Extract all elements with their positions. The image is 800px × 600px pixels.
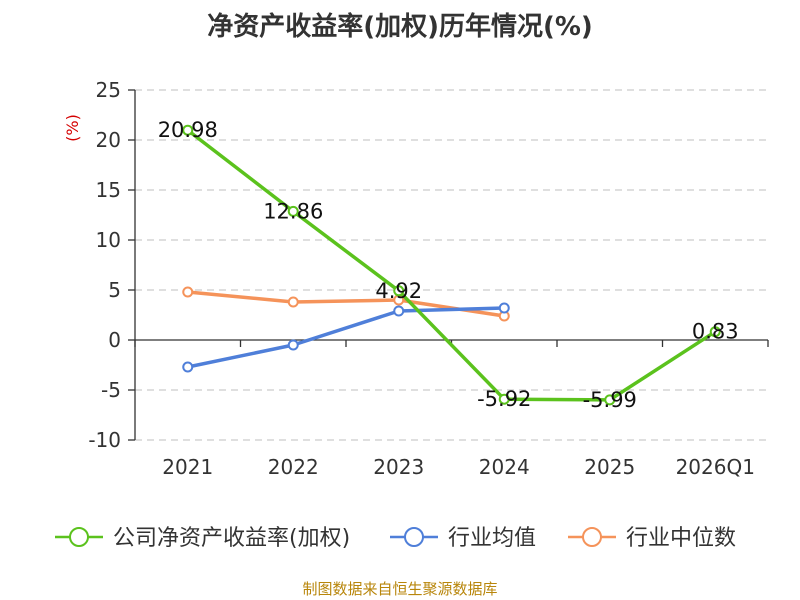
- axes: 25 20 15 10 5 0 -5 -10 2021 2022 2023 2024 2025 2026Q…: [88, 78, 769, 479]
- legend-swatch-circle: [404, 527, 424, 547]
- data-point: [287, 205, 299, 217]
- data-point: [182, 286, 194, 298]
- source-caption: 制图数据来自恒生聚源数据库: [302, 580, 497, 598]
- data-point: [393, 285, 405, 297]
- data-point: [393, 305, 405, 317]
- data-point: [498, 302, 510, 314]
- data-point: [182, 124, 194, 136]
- legend-swatch-circle: [582, 527, 602, 547]
- x-tick-label: 2022: [268, 455, 319, 479]
- data-point: [287, 296, 299, 308]
- data-label: 4.92: [375, 279, 422, 303]
- data-point: [182, 361, 194, 373]
- x-tick-label: 2024: [479, 455, 530, 479]
- gridlines: [135, 89, 768, 441]
- series-line: [187, 306, 505, 369]
- data-point: [287, 339, 299, 351]
- y-tick-label: 5: [108, 278, 121, 302]
- x-tick-label: 2023: [373, 455, 424, 479]
- y-tick-label: 0: [108, 328, 121, 352]
- legend-label: 行业均值: [448, 526, 536, 551]
- y-tick-label: 20: [96, 128, 121, 152]
- data-label: 20.98: [158, 118, 218, 142]
- data-point: [604, 394, 616, 406]
- legend: 公司净资产收益率(加权) 行业均值 行业中位数: [55, 526, 736, 551]
- series-lines: [182, 124, 721, 406]
- chart-title: 净资产收益率(加权)历年情况(%): [207, 11, 593, 42]
- data-label: 0.83: [692, 320, 739, 344]
- data-label: -5.99: [583, 388, 637, 412]
- x-tick-label: 2026Q1: [676, 455, 755, 479]
- y-tick-label: 15: [96, 178, 121, 202]
- y-axis-unit: (%): [63, 114, 82, 142]
- data-label: 12.86: [263, 199, 323, 223]
- y-tick-label: -5: [101, 378, 121, 402]
- y-tick-label: -10: [88, 428, 121, 452]
- data-labels: 20.98 12.86 4.92 -5.92 -5.99 0.83: [158, 118, 739, 412]
- legend-swatch-circle: [69, 527, 89, 547]
- x-tick-label: 2025: [584, 455, 635, 479]
- legend-label: 行业中位数: [626, 526, 736, 551]
- y-tick-label: 25: [96, 78, 121, 102]
- legend-label: 公司净资产收益率(加权): [113, 526, 350, 551]
- data-point: [498, 393, 510, 405]
- y-tick-label: 10: [96, 228, 121, 252]
- x-tick-label: 2021: [162, 455, 213, 479]
- series-line: [187, 290, 505, 318]
- data-point: [709, 326, 721, 338]
- data-label: -5.92: [477, 387, 531, 411]
- series-line: [186, 128, 717, 402]
